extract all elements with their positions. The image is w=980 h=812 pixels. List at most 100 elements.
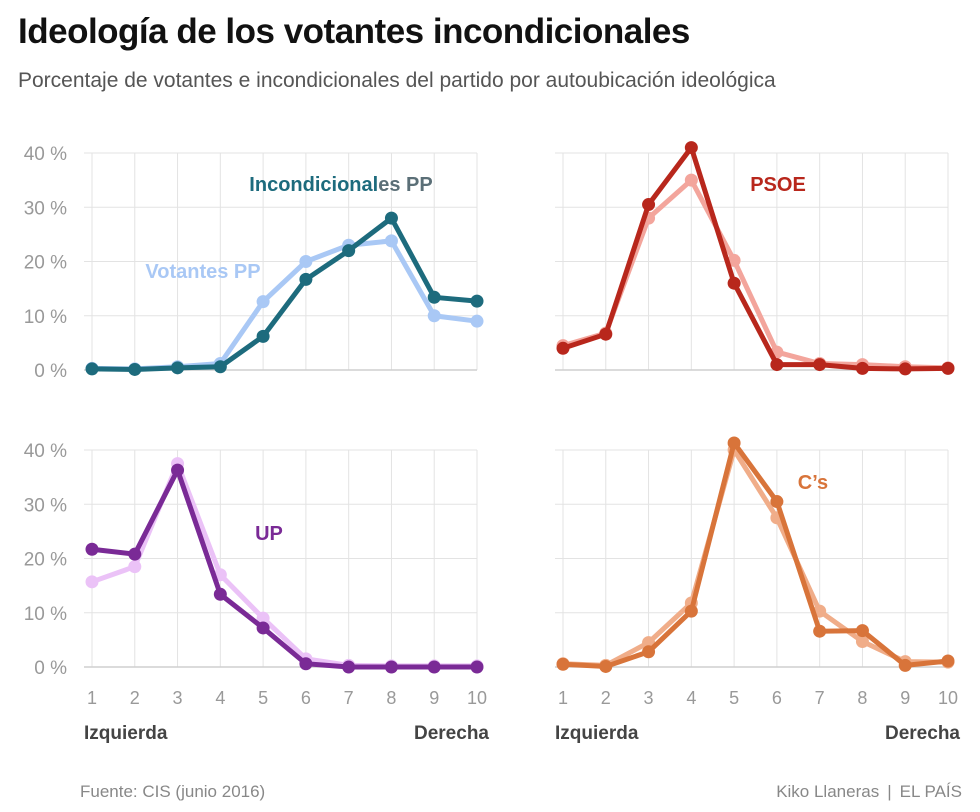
data-point-incondicionales xyxy=(556,341,570,355)
data-point-votantes xyxy=(684,173,698,187)
panel-pp: 0 % 10 % 20 % 30 % 40 % Votantes PP Incondicio… xyxy=(24,144,484,382)
x-tick-label: 5 xyxy=(258,688,268,708)
chart-title: Ideología de los votantes incondicionale… xyxy=(18,12,690,51)
data-point-incondicionales xyxy=(941,361,955,375)
series-label-psoe: PSOE xyxy=(750,174,806,196)
x-axis-label-left: Izquierda xyxy=(84,723,168,744)
data-point-incondicionales xyxy=(128,547,142,561)
data-point-incondicionales xyxy=(85,542,99,556)
data-point-incondicionales xyxy=(171,361,185,375)
x-tick-label: 4 xyxy=(215,688,225,708)
source-note: Fuente: CIS (junio 2016) xyxy=(80,782,266,801)
x-tick-label: 9 xyxy=(429,688,439,708)
data-point-incondicionales xyxy=(855,361,869,375)
x-tick-label: 2 xyxy=(601,688,611,708)
data-point-incondicionales xyxy=(898,362,912,376)
data-point-incondicionales xyxy=(299,657,313,671)
data-point-incondicionales xyxy=(384,660,398,674)
data-point-incondicionales xyxy=(427,290,441,304)
data-point-incondicionales xyxy=(642,198,656,212)
data-point-votantes xyxy=(855,635,869,649)
data-point-incondicionales xyxy=(171,463,185,477)
x-tick-label: 8 xyxy=(386,688,396,708)
series-line-incondicionales xyxy=(560,142,951,372)
data-point-incondicionales xyxy=(256,329,270,343)
y-tick-label: 40 % xyxy=(24,441,67,462)
data-point-votantes xyxy=(128,560,142,574)
series-line-incondicionales xyxy=(560,437,951,669)
data-point-incondicionales xyxy=(470,294,484,308)
x-tick-label: 1 xyxy=(87,688,97,708)
x-tick-label: 10 xyxy=(467,688,487,708)
y-tick-label: 20 % xyxy=(24,253,67,274)
x-tick-label: 3 xyxy=(173,688,183,708)
data-point-votantes xyxy=(470,314,484,328)
y-tick-label: 20 % xyxy=(24,550,67,571)
author-name: Kiko Llaneras xyxy=(776,782,880,801)
data-point-incondicionales xyxy=(770,495,784,509)
data-point-incondicionales xyxy=(727,436,741,450)
y-tick-label: 30 % xyxy=(24,198,67,219)
y-tick-label: 0 % xyxy=(34,658,67,679)
data-point-incondicionales xyxy=(384,211,398,225)
data-point-incondicionales xyxy=(427,660,441,674)
data-point-incondicionales xyxy=(342,244,356,258)
data-point-incondicionales xyxy=(770,358,784,372)
y-tick-label: 10 % xyxy=(24,307,67,328)
y-tick-label: 0 % xyxy=(34,361,67,382)
x-axis-label-right: Derecha xyxy=(885,723,960,744)
data-point-incondicionales xyxy=(855,624,869,638)
x-tick-label: 1 xyxy=(558,688,568,708)
x-axis-label-left: Izquierda xyxy=(555,723,639,744)
data-point-incondicionales xyxy=(556,657,570,671)
data-point-incondicionales xyxy=(727,276,741,290)
data-point-incondicionales xyxy=(684,604,698,618)
x-axis-label-right: Derecha xyxy=(414,723,489,744)
series-line-votantes xyxy=(89,456,480,669)
data-point-votantes xyxy=(384,234,398,248)
data-point-votantes xyxy=(427,309,441,323)
x-tick-label: 7 xyxy=(815,688,825,708)
y-tick-label: 40 % xyxy=(24,144,67,165)
panel-cs: 1 2 3 4 5 6 7 8 9 10 Izquierda Derecha C’s xyxy=(555,436,960,744)
series-line-incondicionales xyxy=(89,463,480,670)
data-point-incondicionales xyxy=(599,327,613,341)
data-point-incondicionales xyxy=(213,587,227,601)
credit: Kiko Llaneras | EL PAÍS xyxy=(776,782,962,802)
data-point-votantes xyxy=(85,575,99,589)
x-tick-label: 9 xyxy=(900,688,910,708)
x-tick-label: 2 xyxy=(130,688,140,708)
x-tick-label: 6 xyxy=(772,688,782,708)
y-tick-label: 30 % xyxy=(24,495,67,516)
y-tick-label: 10 % xyxy=(24,604,67,625)
data-point-incondicionales xyxy=(684,141,698,155)
panel-up: 0 % 10 % 20 % 30 % 40 % 1 2 3 4 5 6 7 8 9 10 Izquierda D… xyxy=(24,441,490,744)
data-point-incondicionales xyxy=(299,272,313,286)
series-label-cs: C’s xyxy=(798,472,828,494)
publisher-name: EL PAÍS xyxy=(899,782,962,801)
x-tick-label: 3 xyxy=(644,688,654,708)
data-point-incondicionales xyxy=(599,659,613,673)
data-point-votantes xyxy=(727,253,741,267)
data-point-incondicionales xyxy=(85,362,99,376)
x-tick-label: 5 xyxy=(729,688,739,708)
series-label-up: UP xyxy=(255,523,283,545)
x-tick-label: 10 xyxy=(938,688,958,708)
data-point-incondicionales xyxy=(813,624,827,638)
series-label-votantes-pp: Votantes PP xyxy=(145,261,260,283)
x-tick-label: 6 xyxy=(301,688,311,708)
data-point-incondicionales xyxy=(470,660,484,674)
data-point-incondicionales xyxy=(256,621,270,635)
data-point-votantes xyxy=(256,611,270,625)
data-point-votantes xyxy=(256,295,270,309)
credit-separator: | xyxy=(887,782,892,801)
x-tick-label: 7 xyxy=(344,688,354,708)
data-point-incondicionales xyxy=(128,362,142,376)
data-point-incondicionales xyxy=(342,660,356,674)
series-line-incondicionales xyxy=(89,214,480,372)
chart-subtitle: Porcentaje de votantes e incondicionales… xyxy=(18,69,776,92)
data-point-incondicionales xyxy=(898,658,912,672)
data-point-incondicionales xyxy=(813,358,827,372)
x-tick-label: 4 xyxy=(686,688,696,708)
